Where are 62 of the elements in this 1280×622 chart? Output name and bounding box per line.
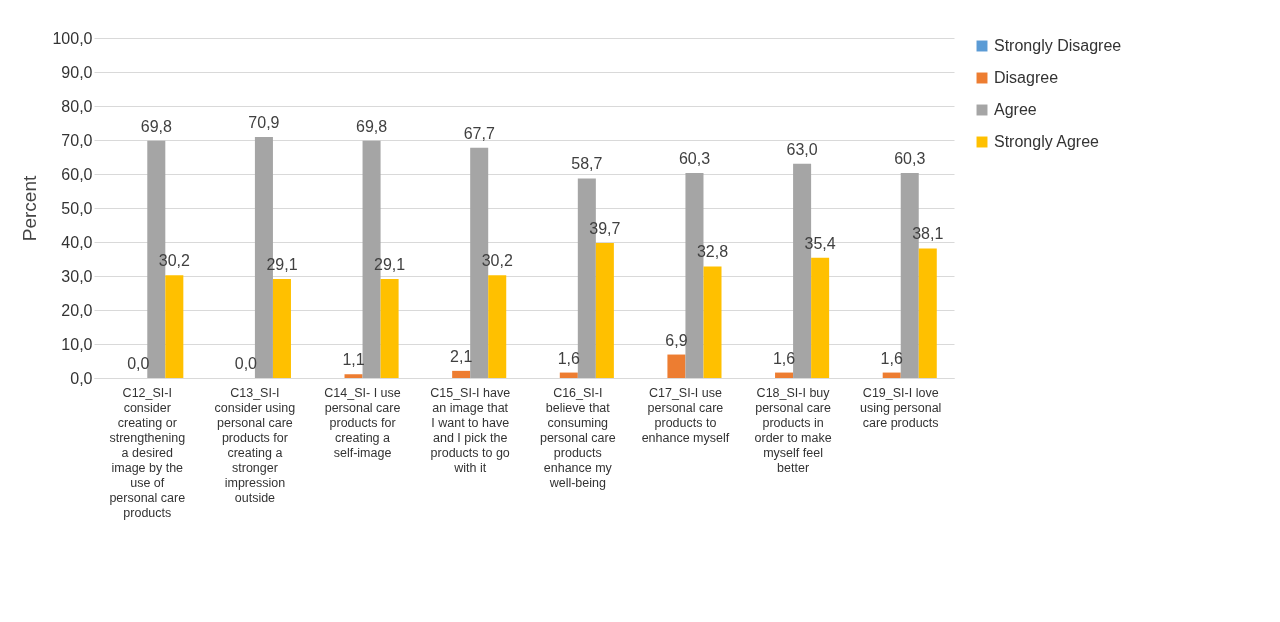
data-label: 0,0 (127, 355, 150, 372)
data-label: 69,8 (355, 117, 388, 135)
y-tick-label: 70,0 (61, 131, 93, 149)
legend-label: Strongly Agree (994, 133, 1100, 150)
y-tick-label: 90,0 (61, 63, 93, 81)
bar (452, 370, 471, 378)
y-tick-label: 20,0 (61, 301, 93, 319)
data-label: 0,0 (234, 355, 258, 372)
data-label: 30,2 (158, 252, 190, 270)
data-label: 38,1 (912, 225, 944, 243)
bar (380, 279, 399, 378)
bar (488, 275, 507, 378)
data-label: 1,1 (342, 351, 365, 369)
data-label: 29,1 (374, 256, 406, 274)
y-tick-label: 100,0 (52, 29, 93, 47)
data-label: 6,9 (665, 331, 688, 349)
y-axis-title: Percent (19, 175, 41, 242)
data-label: 63,0 (786, 140, 818, 158)
y-tick-label: 30,0 (61, 267, 93, 285)
category-label: C12_SI-I consider creating or strengthening a desired image by the use of personal care products (109, 385, 186, 520)
x-tick-label: C15_SI-I have an image that I want to have and I pick the products to go with it (430, 385, 511, 475)
data-label: 35,4 (804, 234, 836, 252)
bar (344, 374, 363, 378)
y-tick-label: 0,0 (70, 369, 93, 387)
bar (272, 279, 291, 378)
y-tick-label: 10,0 (61, 335, 93, 353)
x-tick-label: C16_SI-I believe that consuming personal care products enhance my well-being (539, 385, 616, 490)
data-label: 32,8 (696, 243, 729, 261)
y-tick-label: 40,0 (61, 233, 93, 251)
data-label: 70,9 (248, 113, 280, 131)
y-tick-label: 80,0 (61, 97, 93, 115)
bar (775, 372, 794, 378)
data-label: 58,7 (571, 155, 603, 173)
legend-label: Strongly Disagree (994, 37, 1122, 54)
bar (811, 257, 830, 378)
data-label: 30,2 (481, 252, 513, 270)
x-tick-label: C17_SI-I use personal care products to enhance myself (641, 385, 730, 445)
data-label: 1,6 (772, 349, 796, 367)
bar (918, 248, 937, 378)
data-label: 67,7 (463, 124, 495, 142)
x-tick-label: C14_SI- I use personal care products for creating a self-image (324, 385, 401, 460)
legend-label: Agree (994, 101, 1037, 118)
bar (595, 243, 614, 378)
bar (882, 372, 901, 378)
data-label: 29,1 (266, 256, 298, 274)
bar (559, 372, 578, 378)
x-tick-label: C18_SI-I buy personal care products in order to make myself feel better (754, 385, 832, 475)
data-label: 60,3 (678, 149, 711, 167)
x-tick-label: C13_SI-I consider using personal care products for creating a stronger impression outside (214, 385, 296, 505)
data-label: 2,1 (450, 347, 473, 365)
data-label: 60,3 (894, 149, 926, 167)
legend-label: Disagree (994, 69, 1059, 86)
data-label: 1,6 (880, 349, 903, 367)
data-label: 1,6 (557, 349, 581, 367)
bar (703, 266, 722, 378)
data-label: 69,8 (140, 117, 172, 135)
x-tick-label: C19_SI-I love using personal care products (860, 385, 942, 430)
y-tick-label: 60,0 (61, 165, 93, 183)
y-tick-label: 50,0 (61, 199, 93, 217)
bar (667, 354, 686, 378)
data-label: 39,7 (589, 220, 621, 238)
bar (165, 275, 184, 378)
